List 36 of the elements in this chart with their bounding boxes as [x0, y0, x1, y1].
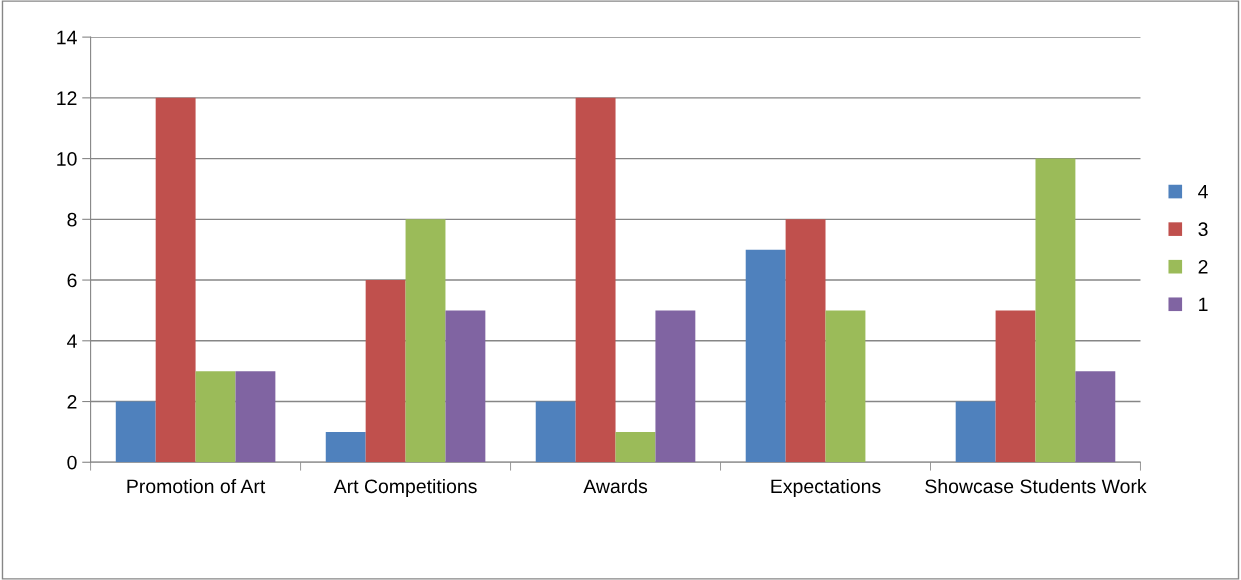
x-tick-label: Expectations — [771, 478, 881, 498]
bar — [575, 97, 616, 463]
bar — [1075, 371, 1116, 463]
legend-label: 2 — [1198, 259, 1208, 274]
y-tick-label: 12 — [57, 91, 77, 105]
y-tick-label: 2 — [67, 394, 77, 409]
x-tick-label: Promotion of Art — [127, 478, 266, 494]
bar — [655, 310, 696, 463]
bar — [235, 371, 276, 463]
x-tick-label: Showcase Students Work — [925, 478, 1147, 494]
bar — [535, 401, 576, 463]
bar — [955, 401, 996, 463]
bar — [995, 310, 1036, 463]
bar — [825, 310, 866, 463]
bar — [195, 371, 236, 463]
x-tick-label: Awards — [583, 478, 648, 494]
bar — [785, 219, 826, 463]
legend-label: 4 — [1198, 184, 1208, 199]
bar — [745, 249, 786, 463]
y-tick-label: 0 — [67, 455, 77, 470]
bar — [1035, 158, 1076, 463]
bar — [405, 219, 446, 463]
bar — [155, 97, 196, 463]
y-tick-label: 4 — [67, 334, 77, 348]
bar — [365, 280, 406, 463]
legend-label: 3 — [1198, 222, 1208, 237]
bar — [445, 310, 486, 463]
bar — [615, 431, 656, 463]
y-tick-label: 8 — [67, 212, 77, 227]
legend-label: 1 — [1199, 297, 1208, 312]
y-tick-label: 14 — [57, 30, 77, 45]
y-tick-label: 6 — [67, 273, 77, 288]
bar — [115, 401, 156, 463]
x-tick-label: Art Competitions — [333, 478, 477, 498]
y-tick-label: 10 — [57, 152, 77, 166]
bar — [325, 431, 366, 463]
